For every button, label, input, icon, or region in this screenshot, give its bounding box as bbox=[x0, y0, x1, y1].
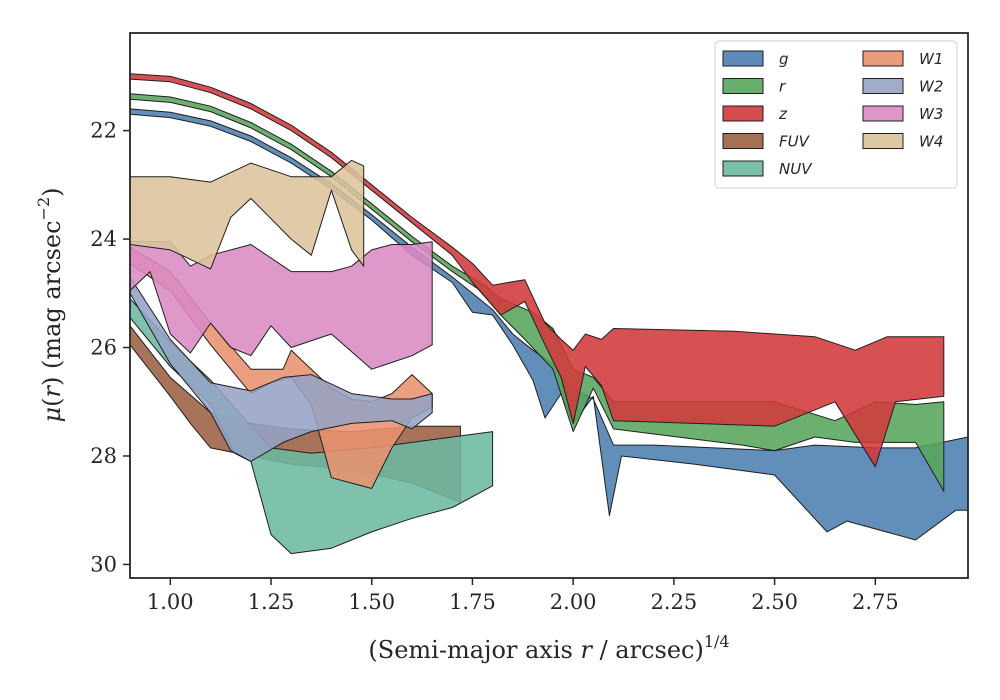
legend-swatch-fuv bbox=[722, 133, 764, 149]
legend-label-w3: W3 bbox=[919, 105, 943, 123]
legend-swatch-w2 bbox=[862, 78, 904, 94]
legend-swatch-w3 bbox=[862, 105, 904, 122]
legend-label-w2: W2 bbox=[919, 78, 943, 96]
band-w4 bbox=[130, 159, 365, 270]
legend-frame bbox=[714, 40, 958, 189]
x-tick-label: 2.75 bbox=[852, 590, 899, 614]
y-tick-label: 28 bbox=[90, 444, 117, 468]
y-axis-label: μ(r) (mag arcsec−2) bbox=[34, 187, 66, 422]
y-tick-label: 30 bbox=[90, 552, 117, 576]
series-bands bbox=[130, 73, 968, 555]
band-w2 bbox=[130, 276, 433, 462]
x-axis-ticks: 1.00 1.25 1.50 1.75 2.00 2.25 2.50 2.75 bbox=[147, 578, 899, 614]
y-axis-ticks: 22 24 26 28 30 bbox=[90, 119, 130, 576]
y-tick-label: 26 bbox=[90, 336, 117, 360]
legend-label-r: r bbox=[779, 78, 786, 96]
legend-swatch-z bbox=[722, 105, 764, 122]
y-tick-label: 22 bbox=[90, 119, 117, 143]
legend-label-w4: W4 bbox=[919, 133, 943, 151]
x-tick-label: 2.25 bbox=[651, 590, 698, 614]
legend-label-fuv: FUV bbox=[779, 133, 811, 151]
band-w3 bbox=[130, 241, 433, 370]
y-tick-label: 24 bbox=[90, 227, 117, 251]
plot-frame bbox=[129, 32, 969, 579]
x-tick-label: 2.00 bbox=[550, 590, 597, 614]
x-tick-label: 1.25 bbox=[248, 590, 295, 614]
legend-label-w1: W1 bbox=[919, 50, 943, 68]
x-tick-label: 1.50 bbox=[348, 590, 395, 614]
legend-swatch-w4 bbox=[862, 133, 904, 149]
x-tick-label: 2.50 bbox=[751, 590, 798, 614]
x-axis-label: (Semi-major axis r / arcsec)1/4 bbox=[368, 632, 729, 664]
legend-label-nuv: NUV bbox=[779, 160, 813, 178]
legend-swatch-nuv bbox=[722, 160, 764, 177]
legend-label-z: z bbox=[778, 105, 788, 123]
legend-swatch-g bbox=[722, 50, 764, 67]
x-tick-label: 1.00 bbox=[147, 590, 194, 614]
legend-label-g: g bbox=[779, 50, 789, 68]
legend-swatch-w1 bbox=[862, 50, 904, 67]
x-tick-label: 1.75 bbox=[449, 590, 496, 614]
legend: grz FUV NUV W1 W2 W3 W4 bbox=[714, 40, 958, 189]
legend-swatch-r bbox=[722, 78, 764, 94]
band-z bbox=[130, 73, 945, 468]
